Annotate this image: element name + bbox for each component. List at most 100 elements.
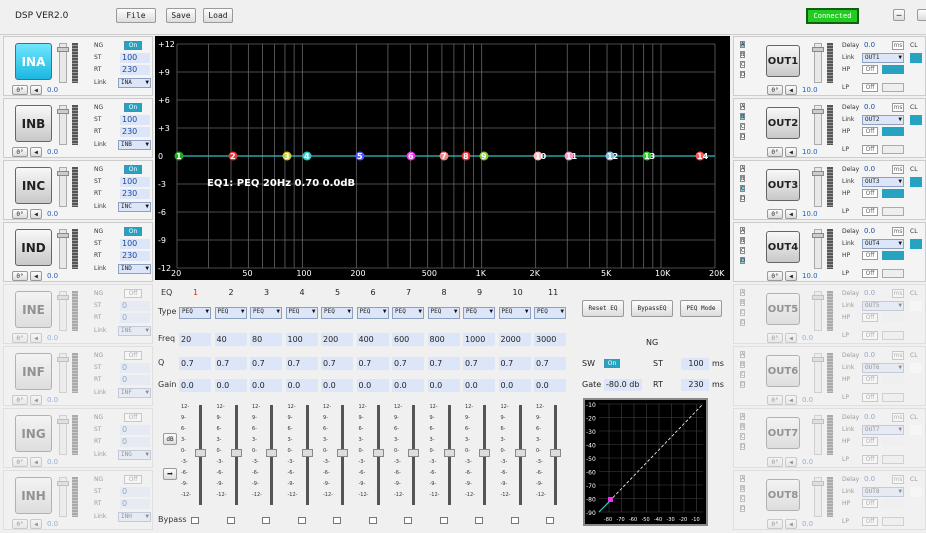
band-q-value[interactable]: 0.7 [250,357,282,370]
volume-fader[interactable] [812,477,824,517]
group-d-button[interactable]: D [740,195,745,202]
delay-unit[interactable]: ms [892,289,904,298]
band-type-select[interactable]: PEQ [427,307,460,319]
fader-knob[interactable] [479,449,490,457]
band-gain-fader[interactable] [266,405,277,505]
link-select[interactable]: OUT2 [862,115,904,125]
band-bypass-checkbox[interactable] [368,517,377,524]
link-select[interactable]: OUT7 [862,425,904,435]
eq-node-11[interactable] [564,151,574,161]
delay-value[interactable]: 0.0 [864,227,876,235]
channel-button[interactable]: ING [15,415,52,452]
band-q-value[interactable]: 0.7 [214,357,247,370]
rt-value[interactable]: 230 [120,127,150,137]
group-d-button[interactable]: D [740,443,745,450]
mute-button[interactable]: ◀ [785,85,797,95]
group-c-button[interactable]: C [740,495,745,502]
band-q-value[interactable]: 0.7 [427,357,460,370]
rt-value[interactable]: 0 [120,375,150,385]
mute-button[interactable]: ◀ [785,209,797,219]
ng-rt-value[interactable]: 230 [681,379,709,391]
delay-unit[interactable]: ms [892,227,904,236]
volume-fader[interactable] [57,105,69,145]
lp-slider[interactable] [882,331,904,340]
volume-fader[interactable] [812,291,824,331]
band-gain-value[interactable]: 0.0 [427,379,460,392]
mute-button[interactable]: ◀ [30,209,42,219]
channel-button[interactable]: INB [15,105,52,142]
hp-slider[interactable] [882,313,904,322]
fader-knob[interactable] [230,449,242,457]
link-extra-button[interactable] [910,425,922,435]
delay-value[interactable]: 0.0 [864,413,876,421]
db-button[interactable]: dB [163,433,177,445]
bypass-eq-button[interactable]: BypassEQ [631,300,673,317]
lp-slider[interactable] [882,517,904,526]
st-value[interactable]: 100 [120,115,150,125]
st-value[interactable]: 0 [120,425,150,435]
extra-button[interactable] [917,9,926,21]
fader-knob[interactable] [57,171,69,176]
ng-st-value[interactable]: 100 [681,358,709,370]
link-extra-button[interactable] [910,177,922,187]
band-gain-value[interactable]: 0.0 [214,379,247,392]
ng-graph[interactable]: -10 -20 -30 -40 -50 -60 -70 -80 -90 -80 -70 -60 -50-… [583,398,708,526]
lp-slider[interactable] [882,269,904,278]
group-a-button[interactable]: A [740,103,745,110]
st-value[interactable]: 100 [120,239,150,249]
link-select[interactable]: OUT3 [862,177,904,187]
group-d-button[interactable]: D [740,381,745,388]
minimize-button[interactable]: ─ [893,9,905,21]
fader-knob[interactable] [812,481,824,486]
ng-toggle[interactable]: Off [124,413,142,422]
hp-toggle[interactable]: Off [862,375,878,384]
fader-knob[interactable] [812,295,824,300]
phase-button[interactable]: 0° [767,395,783,405]
eq-node-4[interactable] [302,151,312,161]
band-type-select[interactable]: PEQ [214,307,247,319]
output-channel-button[interactable]: OUT4 [766,231,800,263]
fader-knob[interactable] [812,109,824,114]
hp-slider[interactable] [882,65,904,74]
band-type-select[interactable]: PEQ [179,307,211,319]
lp-slider[interactable] [882,83,904,92]
channel-button[interactable]: INC [15,167,52,204]
channel-button[interactable]: INH [15,477,52,514]
st-value[interactable]: 0 [120,363,150,373]
group-c-button[interactable]: C [740,247,745,254]
group-b-button[interactable]: B [740,423,745,430]
band-bypass-checkbox[interactable] [191,517,199,524]
group-b-button[interactable]: B [740,485,745,492]
fader-knob[interactable] [57,233,69,238]
band-q-value[interactable]: 0.7 [392,357,424,370]
volume-fader[interactable] [57,477,69,517]
group-a-button[interactable]: A [740,413,745,420]
volume-fader[interactable] [812,415,824,455]
lp-toggle[interactable]: Off [862,145,878,154]
st-value[interactable]: 100 [120,53,150,63]
channel-button[interactable]: IND [15,229,52,266]
reset-eq-button[interactable]: Reset EQ [582,300,624,317]
link-select[interactable]: INH [118,512,151,522]
ng-toggle[interactable]: On [124,165,142,174]
rt-value[interactable]: 0 [120,437,150,447]
band-freq-value[interactable]: 200 [321,333,353,346]
group-c-button[interactable]: C [740,185,745,192]
fader-knob[interactable] [372,449,384,457]
link-select[interactable]: OUT5 [862,301,904,311]
fader-knob[interactable] [812,171,824,176]
rt-value[interactable]: 0 [120,313,150,323]
band-gain-fader[interactable] [337,405,348,505]
delay-unit[interactable]: ms [892,413,904,422]
link-extra-button[interactable] [910,239,922,249]
band-gain-value[interactable]: 0.0 [250,379,282,392]
rt-value[interactable]: 230 [120,251,150,261]
ng-toggle[interactable]: Off [124,289,142,298]
fader-knob[interactable] [812,233,824,238]
volume-fader[interactable] [57,291,69,331]
st-value[interactable]: 0 [120,301,150,311]
band-gain-fader[interactable] [479,405,490,505]
mute-button[interactable]: ◀ [30,271,42,281]
channel-button[interactable]: INF [15,353,52,390]
eq-node-9[interactable] [479,151,489,161]
